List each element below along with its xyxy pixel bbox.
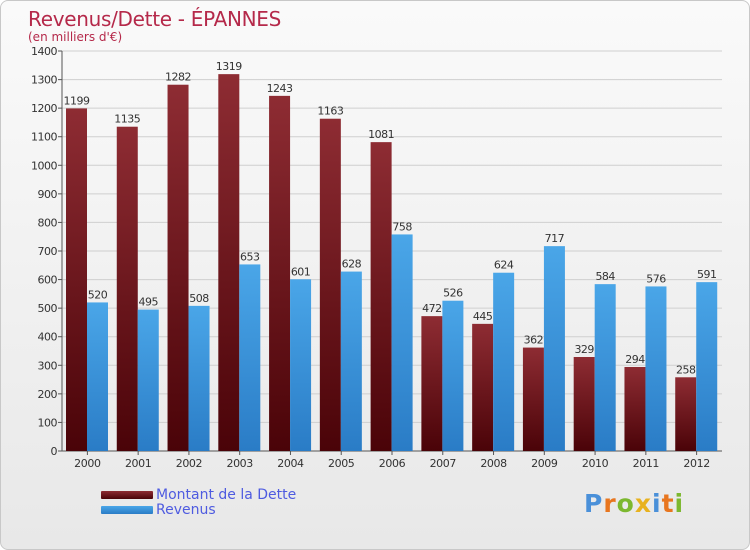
bar-revenus [493,272,515,451]
data-label-dette: 1163 [317,105,343,118]
logo-letter: P [584,489,604,518]
data-label-revenus: 591 [697,268,717,281]
y-tick-label: 500 [38,302,58,315]
data-label-revenus: 584 [595,270,615,283]
data-label-dette: 329 [574,343,594,356]
data-label-revenus: 653 [240,250,260,263]
data-label-dette: 1282 [165,71,191,84]
proxiti-logo: Proxiti [584,489,684,518]
data-label-revenus: 628 [342,258,362,271]
bar-dette [269,95,291,451]
logo-letter: x [634,489,652,518]
x-tick-label: 2008 [480,457,507,470]
x-tick-label: 2006 [379,457,406,470]
bar-dette [675,377,697,451]
x-tick-label: 2001 [125,457,151,470]
x-tick-label: 2002 [176,457,202,470]
x-tick-label: 2005 [328,457,355,470]
bar-revenus [239,264,261,451]
bar-revenus [696,282,718,451]
x-tick-label: 2009 [531,457,558,470]
data-label-revenus: 601 [291,265,311,278]
data-label-revenus: 526 [443,287,463,300]
data-label-revenus: 758 [392,220,412,233]
legend-swatch-revenus [101,506,153,514]
legend-label-dette: Montant de la Dette [156,487,297,503]
data-label-dette: 258 [676,363,696,376]
data-label-dette: 1319 [216,60,242,73]
bar-dette [319,118,341,451]
bar-dette [624,367,646,451]
bar-revenus [391,234,413,451]
data-label-dette: 445 [473,310,493,323]
y-tick-label: 900 [38,188,58,201]
bar-dette [573,357,595,451]
data-label-dette: 472 [422,302,442,315]
y-tick-label: 800 [38,216,58,229]
y-tick-label: 1200 [31,102,57,115]
y-tick-label: 1300 [31,74,57,87]
y-tick-label: 100 [38,416,58,429]
bar-revenus [645,286,667,451]
data-label-revenus: 495 [139,296,159,309]
chart-title: Revenus/Dette - ÉPANNES [28,7,282,31]
bar-revenus [137,309,159,451]
logo-letter: i [652,489,662,518]
y-tick-label: 1000 [31,159,57,172]
x-tick-label: 2011 [633,457,659,470]
data-label-dette: 1199 [64,94,90,107]
bar-dette [421,316,443,451]
bar-dette [370,142,392,451]
y-tick-label: 400 [38,331,58,344]
bar-dette [167,84,189,451]
y-tick-label: 200 [38,388,58,401]
bar-revenus [442,300,464,451]
data-label-revenus: 717 [545,232,565,245]
x-tick-label: 2000 [74,457,101,470]
logo-letter: r [603,489,617,518]
data-label-dette: 294 [625,353,645,366]
x-tick-label: 2007 [430,457,457,470]
logo-letter: t [661,489,675,518]
logo-letter: i [674,489,685,518]
bar-dette [218,74,240,452]
bar-revenus [188,305,210,451]
chart-subtitle: (en milliers d'€) [28,30,123,44]
y-tick-label: 1100 [31,131,57,144]
bar-dette [522,347,544,451]
bar-revenus [340,271,362,451]
data-label-dette: 1135 [114,113,140,126]
data-label-revenus: 576 [646,272,666,285]
y-tick-label: 0 [51,445,58,458]
legend-label-revenus: Revenus [156,502,216,518]
bar-revenus [87,302,108,451]
data-label-revenus: 520 [88,288,108,301]
y-tick-label: 700 [38,245,58,258]
legend-swatch-dette [101,491,153,499]
bar-dette [116,126,138,451]
logo-letter: o [616,489,635,518]
data-label-revenus: 508 [189,292,209,305]
data-label-dette: 362 [524,334,544,347]
bar-dette [66,108,87,451]
y-tick-label: 300 [38,359,58,372]
data-label-dette: 1243 [267,82,293,95]
x-tick-label: 2012 [683,457,709,470]
y-tick-label: 1400 [31,45,57,58]
x-tick-label: 2004 [277,457,304,470]
bar-dette [472,323,494,451]
x-tick-label: 2010 [582,457,609,470]
bar-revenus [543,246,565,451]
data-label-dette: 1081 [368,128,394,141]
bar-revenus [290,279,312,451]
bar-revenus [594,284,616,451]
x-tick-label: 2003 [226,457,253,470]
y-tick-label: 600 [38,274,58,287]
data-label-revenus: 624 [494,259,514,272]
